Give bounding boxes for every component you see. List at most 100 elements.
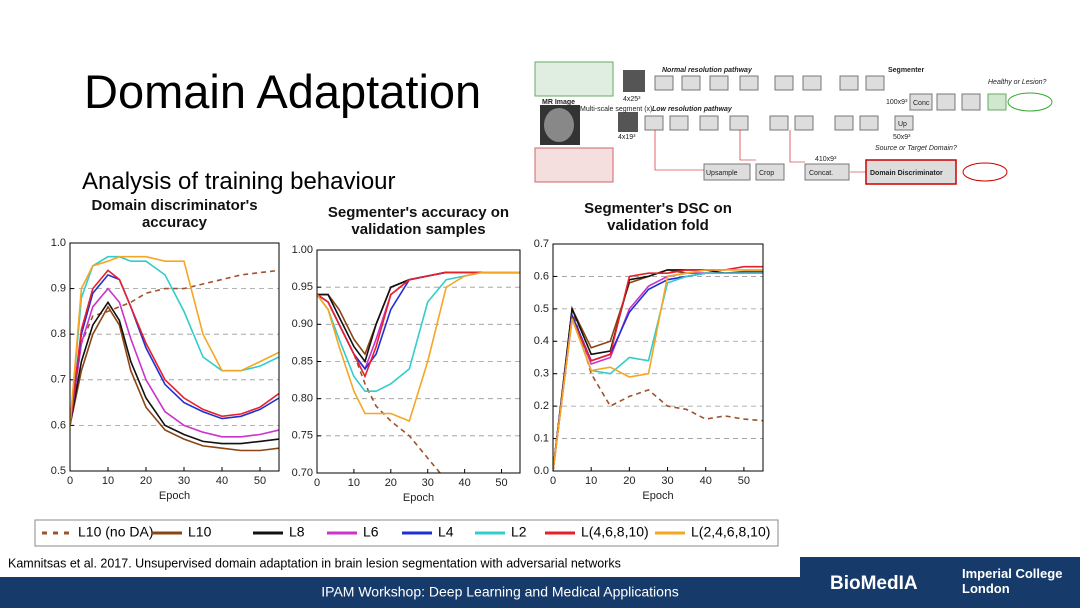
layer-box — [654, 75, 674, 91]
y-tick-label: 0.5 — [51, 465, 66, 477]
series-line — [70, 269, 279, 426]
series-line — [70, 300, 279, 445]
y-tick-label: 0.5 — [534, 303, 549, 315]
citation: Kamnitsas et al. 2017. Unsupervised doma… — [8, 556, 621, 570]
y-tick-label: 0.80 — [292, 393, 313, 405]
layer-box — [794, 115, 814, 131]
patch-normal — [623, 70, 645, 92]
legend-label: L10 (no DA) — [78, 524, 153, 540]
y-tick-label: 0.90 — [292, 318, 313, 330]
institution-wrap: Imperial College London — [962, 566, 1062, 596]
crop-box — [755, 163, 785, 181]
series-line — [317, 271, 520, 364]
diagram-label: Segmenter — [888, 67, 924, 74]
x-tick-label: 40 — [700, 475, 712, 487]
diagram-label: Conc — [913, 100, 930, 107]
diagram-label: 410x9³ — [815, 156, 837, 163]
x-tick-label: 0 — [550, 475, 556, 487]
series-line — [70, 269, 279, 426]
layer-box — [739, 75, 759, 91]
footer-text: IPAM Workshop: Deep Learning and Medical… — [321, 584, 678, 600]
architecture-diagram: MR Image Multi-scale segment (x) Normal … — [534, 61, 1053, 185]
plot-frame — [69, 242, 280, 472]
diagram-label: Source or Target Domain? — [875, 145, 957, 152]
series-line — [553, 272, 763, 471]
layer-box — [681, 75, 701, 91]
footer-logo: BioMedIA — [830, 573, 918, 594]
x-tick-label: 10 — [585, 475, 597, 487]
x-tick-label: 20 — [140, 475, 152, 487]
series-line — [317, 271, 520, 423]
layer-box — [859, 115, 879, 131]
x-tick-label: 0 — [314, 477, 320, 489]
x-tick-label: 50 — [254, 475, 266, 487]
y-tick-label: 0.85 — [292, 355, 313, 367]
x-tick-label: 30 — [661, 475, 673, 487]
x-tick-label: 10 — [102, 475, 114, 487]
x-tick-label: 50 — [738, 475, 750, 487]
legend-label: L10 — [188, 524, 212, 540]
x-tick-label: 10 — [348, 477, 360, 489]
y-tick-label: 0.95 — [292, 281, 313, 293]
x-tick-label: 50 — [495, 477, 507, 489]
discriminator-box — [865, 159, 957, 185]
layer-box — [839, 75, 859, 91]
layer-box — [769, 115, 789, 131]
layer-box — [834, 115, 854, 131]
x-tick-label: 30 — [178, 475, 190, 487]
legend-label: L(2,4,6,8,10) — [691, 524, 770, 540]
y-tick-label: 0.0 — [534, 465, 549, 477]
layer-box — [802, 75, 822, 91]
x-axis-label: Epoch — [642, 490, 673, 502]
x-axis-label: Epoch — [403, 492, 434, 504]
layer-box — [709, 75, 729, 91]
y-tick-label: 0.7 — [51, 374, 66, 386]
slide-subtitle: Analysis of training behaviour — [82, 168, 396, 195]
legend-label: L(4,6,8,10) — [581, 524, 649, 540]
y-tick-label: 0.3 — [534, 368, 549, 380]
y-tick-label: 0.1 — [534, 432, 549, 444]
y-tick-label: 0.6 — [51, 419, 66, 431]
legend-label: L6 — [363, 524, 379, 540]
adv-loss — [962, 162, 1008, 182]
series-line — [70, 255, 279, 426]
x-tick-label: 0 — [67, 475, 73, 487]
y-tick-label: 0.7 — [534, 238, 549, 250]
y-tick-label: 0.2 — [534, 400, 549, 412]
x-axis-label: Epoch — [159, 490, 190, 502]
legend-label: L4 — [438, 524, 454, 540]
y-tick-label: 0.4 — [534, 335, 549, 347]
x-tick-label: 20 — [385, 477, 397, 489]
diagram-label: Crop — [759, 170, 774, 177]
plot-frame — [552, 243, 764, 472]
upsample-box — [703, 163, 751, 181]
layer-box — [644, 115, 664, 131]
source-box — [534, 147, 614, 183]
diagram-label: Healthy or Lesion? — [988, 79, 1046, 86]
series-line — [553, 269, 763, 471]
chart-title: Segmenter's accuracy on validation sample… — [328, 204, 509, 238]
diagram-label: Domain Discriminator — [870, 170, 943, 177]
layer-box — [865, 75, 885, 91]
series-line — [553, 269, 763, 471]
seg-loss — [1007, 92, 1053, 112]
layer-box — [699, 115, 719, 131]
diagram-label: Normal resolution pathway — [662, 67, 753, 74]
diagram-label: Concat. — [809, 170, 833, 177]
legend-label: L8 — [289, 524, 305, 540]
series-line — [553, 265, 763, 471]
output-box — [987, 93, 1007, 111]
up-box — [894, 115, 914, 131]
series-line — [70, 273, 279, 426]
brain — [544, 108, 574, 142]
footer-logo-area — [800, 557, 1080, 608]
concat-box — [804, 163, 850, 181]
diagram-label: MR Image — [542, 99, 575, 106]
diagram-label: Multi-scale segment (x) — [580, 106, 652, 113]
series-line — [553, 269, 763, 471]
connector — [654, 130, 866, 173]
plot-frame — [316, 249, 521, 474]
healthy-box — [534, 61, 614, 97]
